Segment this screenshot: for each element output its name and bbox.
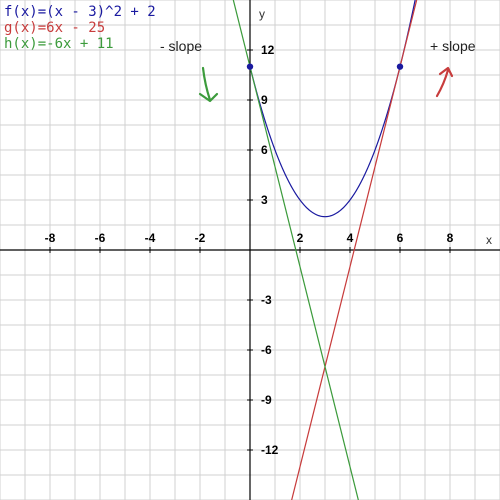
x-tick-label: -4 xyxy=(145,231,156,245)
legend: f(x)=(x - 3)^2 + 2 g(x)=6x - 25 h(x)=-6x… xyxy=(4,4,156,52)
tangent-point xyxy=(397,63,403,69)
green-arrow-icon xyxy=(203,68,210,100)
x-tick-label: 6 xyxy=(397,231,404,245)
x-tick-label: 2 xyxy=(297,231,304,245)
annotation-arrows xyxy=(200,68,452,101)
y-tick-label: -3 xyxy=(261,293,272,307)
x-tick-label: -8 xyxy=(45,231,56,245)
y-tick-label: 3 xyxy=(261,193,268,207)
red-arrow-icon xyxy=(437,70,448,96)
y-tick-label: -9 xyxy=(261,393,272,407)
x-tick-label: 8 xyxy=(447,231,454,245)
y-tick-label: -6 xyxy=(261,343,272,357)
y-axis-label: y xyxy=(259,7,265,21)
x-axis-label: x xyxy=(486,233,492,247)
x-tick-label: 4 xyxy=(347,231,354,245)
y-tick-label: 12 xyxy=(261,43,275,57)
tangent-point xyxy=(247,63,253,69)
x-tick-label: -6 xyxy=(95,231,106,245)
legend-h: h(x)=-6x + 11 xyxy=(4,36,156,52)
y-tick-label: 6 xyxy=(261,143,268,157)
legend-f: f(x)=(x - 3)^2 + 2 xyxy=(4,4,156,20)
positive-slope-note: + slope xyxy=(430,38,476,54)
x-tick-label: -2 xyxy=(195,231,206,245)
legend-g: g(x)=6x - 25 xyxy=(4,20,156,36)
y-tick-label: -12 xyxy=(261,443,279,457)
series-line-0 xyxy=(250,0,421,217)
negative-slope-note: - slope xyxy=(160,38,202,54)
y-tick-label: 9 xyxy=(261,93,268,107)
